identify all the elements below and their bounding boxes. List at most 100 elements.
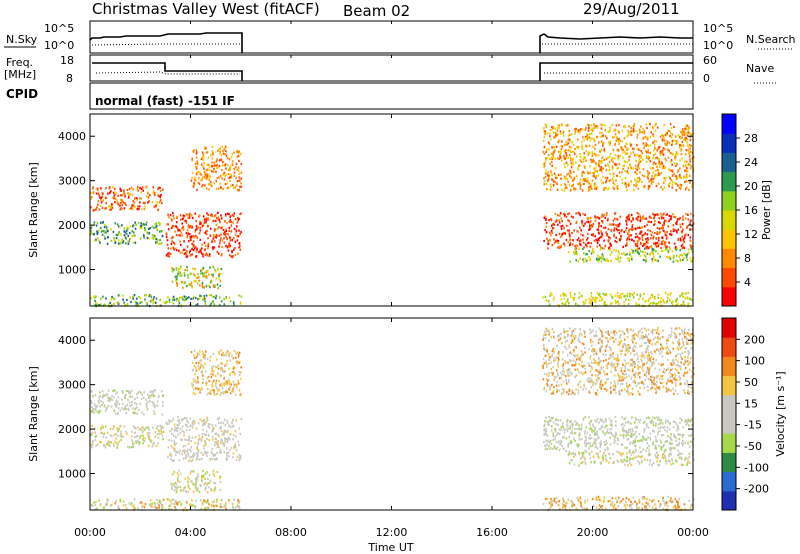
- echo-cell: [676, 170, 679, 173]
- echo-cell: [219, 147, 222, 150]
- echo-cell: [664, 448, 667, 451]
- echo-cell: [112, 191, 115, 194]
- echo-cell: [638, 226, 641, 229]
- echo-cell: [175, 275, 177, 278]
- echo-cell: [226, 182, 229, 185]
- echo-cell: [219, 449, 221, 453]
- echo-cell: [574, 249, 577, 252]
- echo-cell: [173, 217, 175, 220]
- echo-cell: [568, 220, 571, 223]
- echo-cell: [657, 162, 660, 166]
- echo-cell: [581, 222, 584, 226]
- echo-cell: [632, 167, 634, 170]
- echo-cell: [657, 173, 660, 176]
- echo-cell: [558, 127, 560, 130]
- echo-cell: [605, 187, 607, 190]
- echo-cell: [148, 193, 151, 197]
- echo-cell: [176, 297, 178, 300]
- echo-cell: [691, 186, 694, 189]
- echo-cell: [585, 426, 588, 429]
- echo-cell: [237, 355, 240, 358]
- echo-cell: [155, 224, 158, 228]
- echo-cell: [132, 204, 135, 207]
- echo-cell: [674, 245, 677, 249]
- echo-cell: [677, 260, 679, 263]
- echo-cell: [635, 435, 638, 439]
- echo-cell: [203, 295, 206, 298]
- echo-cell: [99, 198, 102, 201]
- echo-cell: [629, 292, 631, 296]
- echo-cell: [124, 195, 126, 198]
- echo-cell: [196, 303, 199, 306]
- echo-cell: [672, 347, 675, 350]
- range-tick-label: 1000: [58, 264, 86, 277]
- echo-cell: [190, 455, 193, 459]
- echo-cell: [632, 147, 634, 150]
- echo-cell: [209, 457, 212, 461]
- echo-cell: [107, 389, 110, 392]
- echo-cell: [99, 405, 101, 408]
- echo-cell: [589, 332, 592, 335]
- echo-cell: [218, 164, 221, 168]
- echo-cell: [542, 150, 545, 154]
- echo-cell: [657, 416, 660, 419]
- echo-cell: [558, 428, 561, 431]
- echo-cell: [202, 215, 205, 218]
- echo-cell: [677, 134, 680, 137]
- echo-cell: [601, 342, 604, 345]
- echo-cell: [683, 246, 686, 250]
- echo-cell: [553, 223, 555, 226]
- echo-cell: [176, 423, 179, 427]
- echo-cell: [605, 293, 608, 296]
- echo-cell: [110, 208, 113, 211]
- echo-cell: [203, 219, 206, 222]
- echo-cell: [681, 357, 683, 361]
- echo-cell: [645, 123, 648, 126]
- echo-cell: [635, 159, 637, 163]
- echo-cell: [238, 176, 241, 179]
- echo-cell: [237, 379, 239, 382]
- echo-cell: [565, 380, 568, 383]
- echo-cell: [658, 158, 661, 161]
- echo-cell: [641, 236, 644, 239]
- echo-cell: [220, 254, 223, 257]
- echo-cell: [202, 158, 205, 161]
- echo-cell: [652, 441, 655, 444]
- echo-cell: [661, 240, 663, 243]
- echo-cell: [607, 130, 610, 134]
- echo-cell: [191, 382, 193, 385]
- echo-cell: [110, 405, 113, 408]
- echo-cell: [561, 358, 564, 361]
- echo-cell: [616, 450, 618, 453]
- echo-cell: [559, 130, 562, 133]
- echo-cell: [227, 169, 230, 172]
- echo-cell: [187, 452, 190, 455]
- echo-cell: [590, 295, 592, 298]
- echo-cell: [239, 302, 242, 305]
- echo-cell: [209, 285, 211, 289]
- echo-cell: [555, 441, 558, 444]
- echo-cell: [600, 225, 603, 228]
- echo-cell: [633, 444, 636, 447]
- echo-cell: [559, 294, 562, 297]
- echo-cell: [152, 404, 155, 407]
- echo-cell: [125, 237, 127, 240]
- nsky-panel: N.Sky 10^5 10^0 10^5 10^0 N.Search: [4, 20, 796, 54]
- echo-cell: [563, 431, 566, 434]
- echo-cell: [628, 233, 631, 236]
- echo-cell: [550, 361, 552, 364]
- echo-cell: [195, 225, 198, 228]
- echo-cell: [157, 221, 160, 224]
- echo-cell: [168, 422, 170, 425]
- echo-cell: [571, 432, 574, 435]
- echo-cell: [199, 229, 202, 232]
- echo-cell: [145, 398, 148, 401]
- echo-cell: [638, 247, 641, 250]
- echo-cell: [186, 245, 189, 248]
- echo-cell: [683, 256, 685, 259]
- echo-cell: [157, 186, 160, 189]
- echo-cell: [607, 259, 610, 262]
- echo-cell: [205, 383, 208, 386]
- power-colorbar-label: Power [dB]: [760, 180, 773, 240]
- echo-cell: [655, 122, 657, 126]
